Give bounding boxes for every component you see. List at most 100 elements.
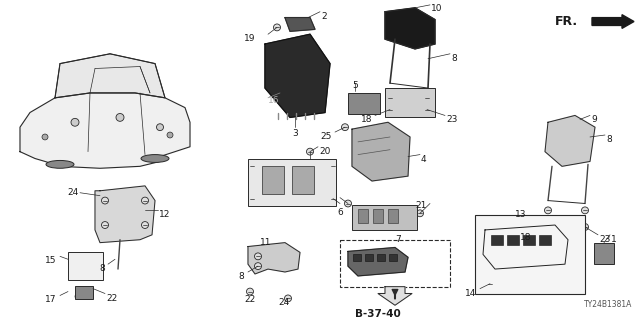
Circle shape [424, 94, 431, 101]
Circle shape [582, 224, 589, 230]
Text: 23: 23 [599, 235, 611, 244]
Bar [75, 286, 93, 300]
Text: 15: 15 [45, 256, 56, 265]
Bar [292, 166, 314, 194]
Text: 17: 17 [45, 295, 56, 304]
Text: 1: 1 [611, 235, 617, 244]
Circle shape [157, 124, 163, 131]
Circle shape [545, 224, 552, 230]
Bar [377, 254, 385, 261]
Polygon shape [545, 116, 595, 166]
Bar [388, 209, 398, 223]
Polygon shape [348, 248, 408, 276]
Polygon shape [95, 186, 155, 243]
Circle shape [545, 207, 552, 214]
Circle shape [344, 200, 351, 207]
Polygon shape [55, 54, 165, 98]
Circle shape [102, 222, 109, 228]
Circle shape [387, 94, 394, 101]
Circle shape [582, 207, 589, 214]
Bar [348, 93, 380, 115]
Ellipse shape [46, 160, 74, 168]
Circle shape [301, 189, 303, 192]
Circle shape [273, 24, 280, 31]
Circle shape [42, 134, 48, 140]
Text: 24: 24 [278, 299, 289, 308]
Bar [358, 209, 368, 223]
Circle shape [492, 255, 500, 263]
Circle shape [307, 148, 314, 155]
Bar [262, 166, 284, 194]
Text: FR.: FR. [555, 15, 578, 28]
FancyArrow shape [592, 15, 634, 28]
Text: 13: 13 [515, 210, 527, 219]
Polygon shape [285, 18, 315, 31]
Circle shape [255, 263, 262, 269]
Bar [353, 254, 361, 261]
Polygon shape [248, 243, 300, 274]
Bar [389, 254, 397, 261]
Text: 21: 21 [415, 201, 426, 210]
Circle shape [271, 189, 273, 192]
Ellipse shape [141, 155, 169, 163]
Bar [248, 159, 336, 206]
Bar [475, 215, 585, 293]
Text: B-37-40: B-37-40 [355, 309, 401, 319]
Text: 23: 23 [446, 116, 458, 124]
Circle shape [102, 197, 109, 204]
Polygon shape [265, 34, 330, 117]
Text: 11: 11 [260, 238, 271, 247]
Text: 12: 12 [159, 210, 170, 219]
Circle shape [248, 163, 255, 170]
Text: 19: 19 [243, 34, 255, 43]
Circle shape [248, 195, 255, 202]
Text: 20: 20 [319, 147, 330, 156]
Circle shape [266, 189, 269, 192]
Bar [507, 235, 519, 244]
Text: 18: 18 [520, 233, 531, 242]
Circle shape [75, 293, 81, 300]
Polygon shape [378, 287, 412, 305]
Circle shape [330, 163, 337, 170]
Polygon shape [352, 122, 410, 181]
Circle shape [141, 222, 148, 228]
Text: 5: 5 [352, 81, 358, 90]
Text: 8: 8 [238, 272, 244, 281]
Circle shape [285, 295, 291, 302]
Bar [68, 252, 103, 280]
Text: 9: 9 [591, 116, 596, 124]
Circle shape [486, 280, 493, 287]
Circle shape [275, 189, 278, 192]
Circle shape [296, 189, 298, 192]
Circle shape [417, 210, 424, 217]
Text: 8: 8 [99, 264, 105, 273]
Text: 8: 8 [451, 54, 457, 63]
Circle shape [305, 189, 308, 192]
Polygon shape [385, 8, 435, 49]
Bar [385, 88, 435, 117]
Text: 18: 18 [360, 116, 372, 124]
Text: 4: 4 [421, 155, 427, 164]
Text: 7: 7 [395, 235, 401, 244]
Text: 14: 14 [465, 289, 476, 298]
Text: 2: 2 [321, 12, 326, 21]
Bar [594, 243, 614, 264]
Text: 16: 16 [268, 96, 280, 105]
Circle shape [387, 106, 394, 113]
Circle shape [255, 253, 262, 260]
Text: 6: 6 [337, 208, 343, 217]
Text: 22: 22 [106, 293, 117, 302]
Circle shape [167, 132, 173, 138]
Bar [523, 235, 535, 244]
Text: 24: 24 [67, 188, 78, 197]
Circle shape [71, 118, 79, 126]
Polygon shape [20, 93, 190, 168]
Text: TY24B1381A: TY24B1381A [584, 300, 632, 309]
Circle shape [141, 197, 148, 204]
Bar [340, 240, 450, 287]
Circle shape [330, 195, 337, 202]
Text: 10: 10 [431, 4, 442, 13]
Text: 8: 8 [606, 135, 612, 144]
Bar [373, 209, 383, 223]
Bar [352, 205, 417, 230]
